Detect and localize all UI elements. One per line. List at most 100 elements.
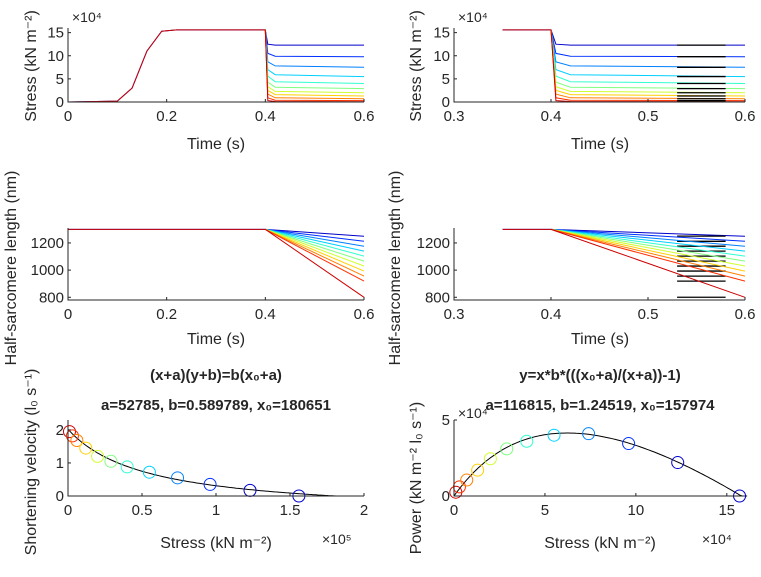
x-tick-label: 2 — [360, 502, 368, 519]
series-line-8 — [550, 228, 746, 272]
x-axis-label: Time (s) — [187, 331, 245, 348]
series-line-3 — [550, 228, 746, 247]
x-tick-label: 0.5 — [132, 502, 153, 519]
x-tick-label: 0.2 — [156, 306, 177, 323]
data-point — [70, 433, 84, 447]
series-line-7 — [550, 228, 746, 267]
data-point — [104, 454, 118, 468]
series-line-11 — [502, 228, 746, 298]
y-tick-label: 15 — [433, 25, 450, 42]
series-line-2 — [265, 228, 365, 242]
y-tick-label: 800 — [39, 289, 64, 306]
data-point — [91, 449, 105, 463]
y-exponent-label: ×10⁴ — [458, 9, 488, 25]
data-point — [203, 477, 217, 491]
data-point — [79, 441, 93, 455]
series-line-11 — [68, 228, 365, 298]
panel-stress-vs-time-zoom: 0.3 0.4 0.5 0.6 0 5 10 15 ×10⁴ Time (s) Stress … — [408, 9, 755, 153]
data-point — [483, 452, 497, 466]
x-tick-label: 5 — [541, 502, 549, 519]
data-point — [142, 465, 156, 479]
fit-curve — [453, 432, 748, 497]
series-line-10 — [550, 228, 746, 282]
x-tick-label: 0.2 — [156, 108, 177, 125]
x-tick-label: 0.6 — [735, 108, 756, 125]
x-tick-label: 1.5 — [280, 502, 301, 519]
y-tick-label: 1200 — [417, 235, 450, 252]
y-exponent-label: ×10⁴ — [458, 405, 488, 421]
x-tick-label: 0.4 — [255, 108, 276, 125]
x-axis-label: Stress (kN m⁻²) — [544, 535, 656, 552]
x-exponent-label: ×10⁴ — [702, 531, 732, 547]
x-tick-label: 0.3 — [444, 306, 465, 323]
y-exponent-label: ×10⁴ — [72, 9, 102, 25]
y-axis-label: Shortening velocity (l₀ s⁻¹) — [23, 369, 40, 556]
x-tick-label: 0.5 — [638, 306, 659, 323]
y-axis-label: Stress (kN m⁻²) — [23, 10, 40, 122]
x-axis-label: Time (s) — [571, 331, 629, 348]
y-tick-label: 800 — [425, 289, 450, 306]
data-point — [452, 480, 466, 494]
x-tick-label: 0 — [450, 502, 458, 519]
fit-parameters: a=52785, b=0.589789, x₀=180651 — [101, 397, 331, 414]
data-point — [171, 471, 185, 485]
y-tick-label: 0 — [56, 488, 64, 505]
y-tick-label: 10 — [47, 48, 64, 65]
panel-force-velocity: (x+a)(y+b)=b(x₀+a) a=52785, b=0.589789, … — [23, 367, 368, 555]
series-line-7 — [265, 228, 365, 267]
data-point — [520, 434, 534, 448]
x-tick-label: 1 — [212, 502, 220, 519]
series-line-2 — [550, 228, 746, 242]
x-tick-label: 0.4 — [541, 108, 562, 125]
series-line-10 — [265, 228, 365, 282]
x-tick-label: 0 — [64, 502, 72, 519]
series-line-2 — [550, 29, 746, 58]
y-tick-label: 2 — [56, 422, 64, 439]
series-line-6 — [550, 228, 746, 262]
x-tick-label: 15 — [718, 502, 735, 519]
x-tick-label: 0.3 — [444, 108, 465, 125]
data-point — [65, 429, 79, 443]
y-axis-label: Half-sarcomere length (nm) — [387, 171, 404, 366]
data-point — [120, 460, 134, 474]
data-point — [547, 428, 561, 442]
x-axis-label: Stress (kN m⁻²) — [160, 535, 272, 552]
x-tick-label: 0.6 — [354, 108, 375, 125]
series-line-4 — [265, 228, 365, 252]
data-point — [471, 463, 485, 477]
data-point — [622, 437, 636, 451]
x-tick-label: 10 — [628, 502, 645, 519]
series-line-9 — [265, 228, 365, 277]
data-point — [500, 442, 514, 456]
data-point — [460, 473, 474, 487]
x-tick-label: 0 — [64, 306, 72, 323]
data-point — [582, 427, 596, 441]
x-exponent-label: ×10⁵ — [322, 531, 352, 547]
y-tick-label: 1000 — [31, 262, 64, 279]
series-line-3 — [265, 228, 365, 247]
y-tick-label: 0 — [442, 94, 450, 111]
y-tick-label: 1 — [56, 455, 64, 472]
x-tick-label: 0 — [64, 108, 72, 125]
panel-length-vs-time-zoom: 0.3 0.4 0.5 0.6 800 1000 1200 Time (s) Half-sa… — [387, 171, 755, 366]
panel-stress-vs-time: 0 0.2 0.4 0.6 0 5 10 15 ×10⁴ Time (s) Stress (k… — [23, 9, 374, 153]
data-point — [671, 456, 685, 470]
series-line-5 — [265, 228, 365, 257]
y-axis-label: Half-sarcomere length (nm) — [3, 171, 20, 366]
series-line-8 — [265, 228, 365, 272]
x-tick-label: 0.6 — [735, 306, 756, 323]
series-line-5 — [550, 228, 746, 257]
x-tick-label: 0.4 — [255, 306, 276, 323]
series-line-4 — [550, 228, 746, 252]
y-tick-label: 15 — [47, 25, 64, 42]
y-tick-label: 10 — [433, 48, 450, 65]
y-tick-label: 1200 — [31, 235, 64, 252]
y-tick-label: 0 — [442, 488, 450, 505]
x-tick-label: 0.4 — [541, 306, 562, 323]
data-point — [62, 425, 76, 439]
y-tick-label: 5 — [442, 412, 450, 429]
x-tick-label: 0.5 — [638, 108, 659, 125]
y-tick-label: 5 — [442, 71, 450, 88]
